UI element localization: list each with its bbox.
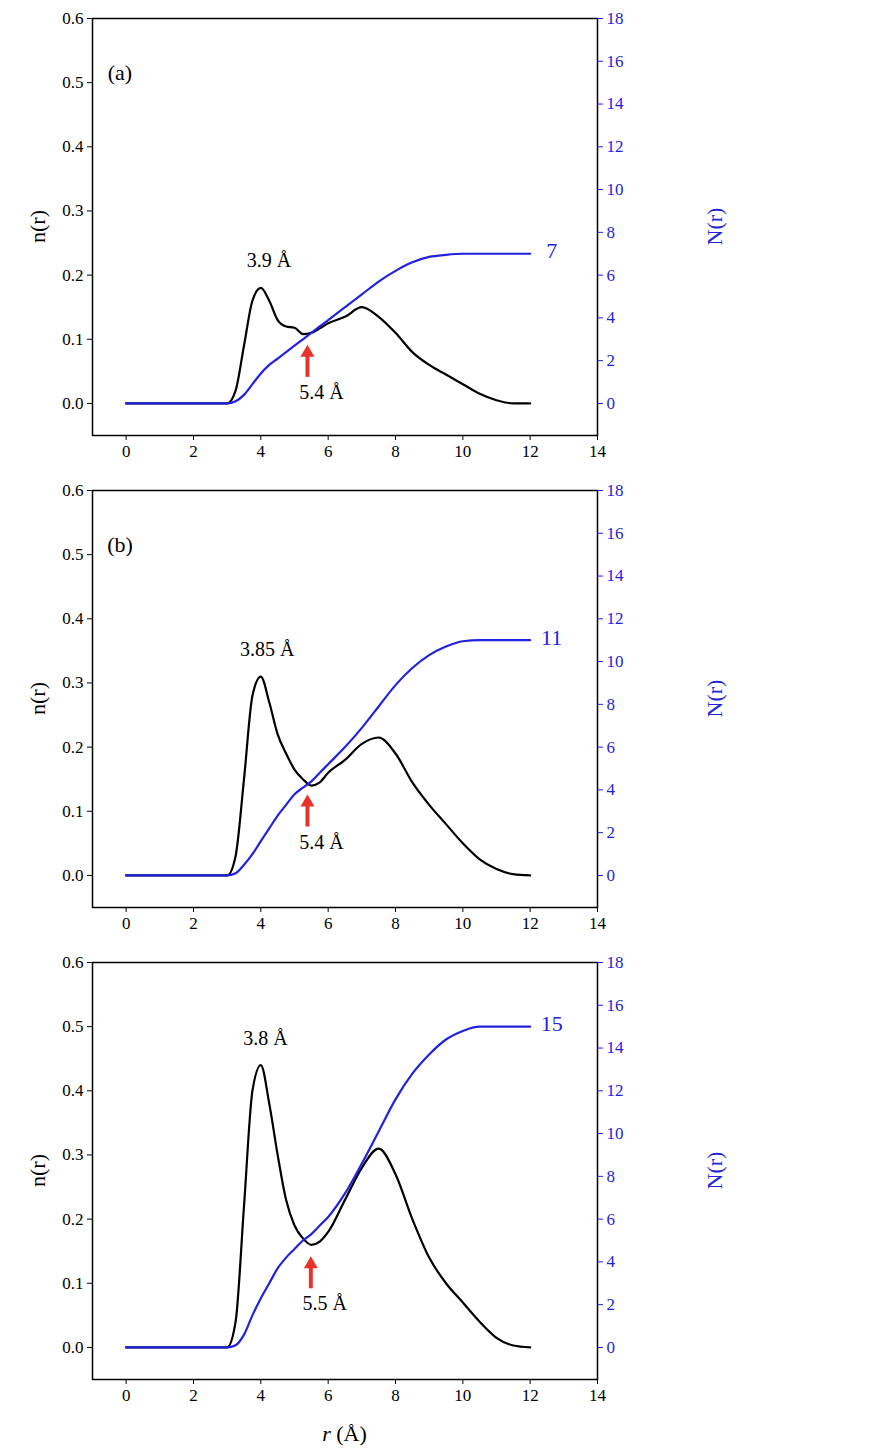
svg-text:10: 10 bbox=[607, 1124, 624, 1143]
svg-text:6: 6 bbox=[324, 1386, 333, 1405]
svg-text:12: 12 bbox=[607, 137, 624, 156]
svg-text:0: 0 bbox=[607, 866, 616, 885]
svg-text:N(r): N(r) bbox=[702, 1152, 727, 1190]
svg-text:10: 10 bbox=[607, 652, 624, 671]
svg-text:14: 14 bbox=[589, 1386, 607, 1405]
svg-text:3.85 Å: 3.85 Å bbox=[240, 638, 295, 660]
svg-text:4: 4 bbox=[257, 914, 266, 933]
svg-text:n(r): n(r) bbox=[25, 1154, 50, 1187]
svg-text:N(r): N(r) bbox=[702, 208, 727, 246]
svg-text:4: 4 bbox=[257, 1386, 266, 1405]
svg-text:12: 12 bbox=[607, 1081, 624, 1100]
svg-text:16: 16 bbox=[607, 52, 624, 71]
svg-text:0.5: 0.5 bbox=[62, 1017, 83, 1036]
svg-text:0.1: 0.1 bbox=[62, 330, 83, 349]
svg-text:2: 2 bbox=[607, 823, 616, 842]
svg-text:0.4: 0.4 bbox=[62, 609, 84, 628]
svg-text:12: 12 bbox=[607, 609, 624, 628]
svg-text:0.3: 0.3 bbox=[62, 1145, 83, 1164]
svg-text:12: 12 bbox=[522, 1386, 539, 1405]
svg-text:8: 8 bbox=[391, 914, 400, 933]
svg-text:6: 6 bbox=[324, 914, 333, 933]
svg-text:14: 14 bbox=[607, 94, 625, 113]
svg-text:6: 6 bbox=[607, 266, 616, 285]
svg-text:0.2: 0.2 bbox=[62, 1210, 83, 1229]
svg-text:0.5: 0.5 bbox=[62, 73, 83, 92]
svg-text:0.0: 0.0 bbox=[62, 866, 83, 885]
svg-text:0.5: 0.5 bbox=[62, 545, 83, 564]
svg-text:3.9 Å: 3.9 Å bbox=[247, 249, 292, 271]
svg-text:0.1: 0.1 bbox=[62, 802, 83, 821]
svg-text:2: 2 bbox=[607, 1295, 616, 1314]
svg-text:0.4: 0.4 bbox=[62, 137, 84, 156]
svg-text:11: 11 bbox=[541, 625, 562, 650]
svg-text:8: 8 bbox=[391, 1386, 400, 1405]
svg-text:0: 0 bbox=[122, 1386, 130, 1405]
svg-text:0.6: 0.6 bbox=[62, 953, 83, 972]
svg-text:8: 8 bbox=[391, 442, 400, 461]
svg-text:0.4: 0.4 bbox=[62, 1081, 84, 1100]
svg-text:n(r): n(r) bbox=[25, 682, 50, 715]
svg-text:2: 2 bbox=[607, 351, 616, 370]
svg-text:5.5 Å: 5.5 Å bbox=[303, 1292, 348, 1314]
svg-text:4: 4 bbox=[607, 780, 616, 799]
svg-text:14: 14 bbox=[589, 442, 607, 461]
svg-text:3.8 Å: 3.8 Å bbox=[243, 1027, 288, 1049]
svg-text:18: 18 bbox=[607, 953, 624, 972]
svg-text:2: 2 bbox=[189, 442, 198, 461]
svg-text:2: 2 bbox=[189, 1386, 198, 1405]
svg-text:0.6: 0.6 bbox=[62, 9, 83, 28]
svg-text:0.6: 0.6 bbox=[62, 481, 83, 500]
svg-text:18: 18 bbox=[607, 481, 624, 500]
svg-text:2: 2 bbox=[189, 914, 198, 933]
svg-text:16: 16 bbox=[607, 996, 624, 1015]
svg-text:n(r): n(r) bbox=[25, 210, 50, 243]
svg-text:0: 0 bbox=[607, 394, 616, 413]
svg-text:(b): (b) bbox=[107, 532, 133, 557]
svg-text:8: 8 bbox=[607, 223, 616, 242]
svg-text:8: 8 bbox=[607, 1167, 616, 1186]
svg-text:0.3: 0.3 bbox=[62, 673, 83, 692]
svg-text:16: 16 bbox=[607, 524, 624, 543]
svg-text:15: 15 bbox=[541, 1011, 563, 1036]
svg-text:14: 14 bbox=[589, 914, 607, 933]
svg-text:6: 6 bbox=[324, 442, 333, 461]
svg-text:10: 10 bbox=[454, 442, 471, 461]
svg-text:5.4 Å: 5.4 Å bbox=[299, 831, 344, 853]
svg-text:r (Å): r (Å) bbox=[322, 1421, 367, 1446]
svg-text:0.0: 0.0 bbox=[62, 1338, 83, 1357]
svg-text:8: 8 bbox=[607, 695, 616, 714]
svg-text:0.3: 0.3 bbox=[62, 201, 83, 220]
svg-text:4: 4 bbox=[607, 1252, 616, 1271]
svg-text:0: 0 bbox=[607, 1338, 616, 1357]
svg-text:0.2: 0.2 bbox=[62, 266, 83, 285]
svg-text:12: 12 bbox=[522, 442, 539, 461]
svg-text:18: 18 bbox=[607, 9, 624, 28]
svg-text:(a): (a) bbox=[108, 60, 132, 85]
svg-text:14: 14 bbox=[607, 566, 625, 585]
svg-text:6: 6 bbox=[607, 1210, 616, 1229]
svg-text:0.0: 0.0 bbox=[62, 394, 83, 413]
svg-text:14: 14 bbox=[607, 1038, 625, 1057]
svg-text:5.4 Å: 5.4 Å bbox=[299, 381, 344, 403]
svg-text:0.1: 0.1 bbox=[62, 1274, 83, 1293]
svg-text:10: 10 bbox=[607, 180, 624, 199]
svg-text:7: 7 bbox=[546, 238, 557, 263]
svg-text:10: 10 bbox=[454, 914, 471, 933]
svg-text:0: 0 bbox=[122, 914, 130, 933]
svg-text:0: 0 bbox=[122, 442, 130, 461]
svg-text:12: 12 bbox=[522, 914, 539, 933]
svg-text:4: 4 bbox=[257, 442, 266, 461]
svg-text:10: 10 bbox=[454, 1386, 471, 1405]
svg-text:N(r): N(r) bbox=[702, 680, 727, 718]
svg-text:0.2: 0.2 bbox=[62, 738, 83, 757]
svg-text:4: 4 bbox=[607, 308, 616, 327]
svg-text:6: 6 bbox=[607, 738, 616, 757]
